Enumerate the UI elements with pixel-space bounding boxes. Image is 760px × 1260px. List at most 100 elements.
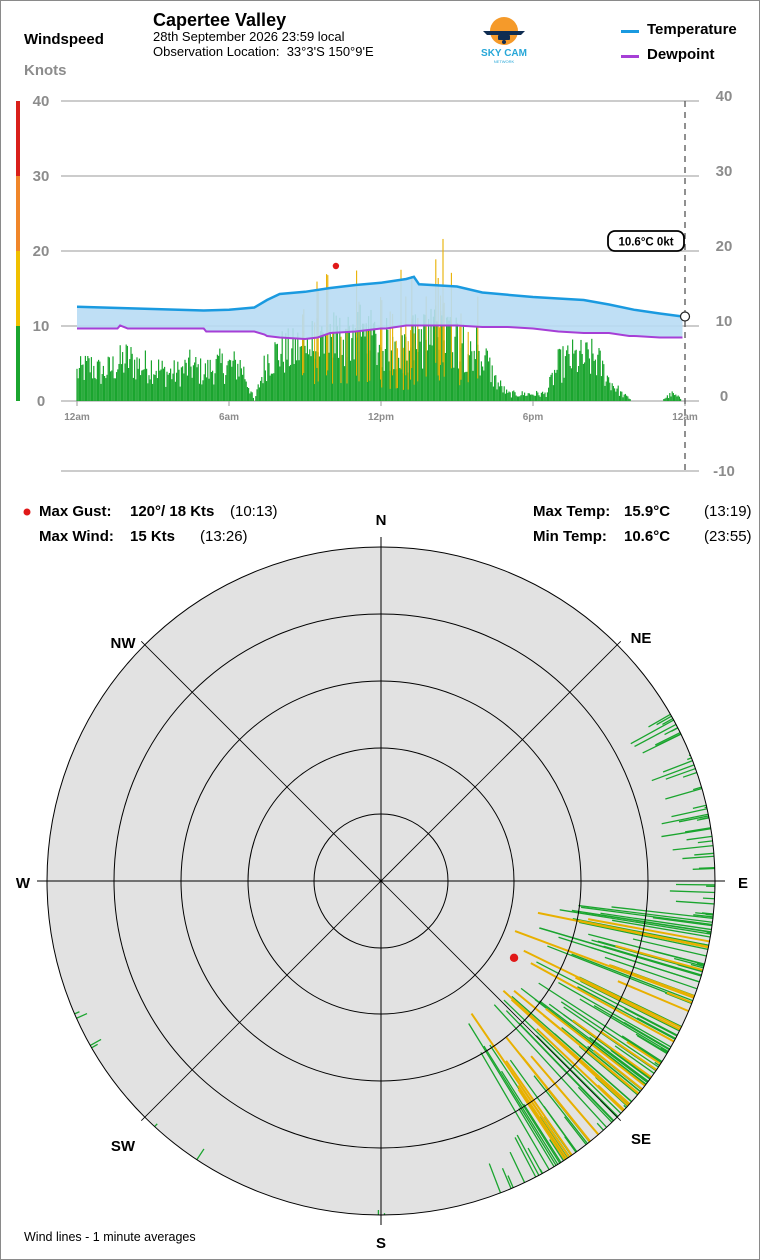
wind-line (517, 1088, 566, 1161)
wind-line (536, 961, 678, 1036)
max-gust-rose-point (509, 953, 519, 963)
wind-tick-label: 20 (33, 243, 50, 260)
scale-band (16, 101, 20, 176)
wind-line (593, 1004, 670, 1051)
wind-line (665, 767, 696, 780)
wind-line (686, 835, 713, 841)
wind-line (630, 719, 674, 745)
legend-dewpoint-label: Dewpoint (647, 46, 715, 63)
wind-line (536, 1028, 625, 1112)
wind-line (690, 963, 704, 969)
wind-line (615, 944, 704, 972)
current-readout-text: 10.6°C 0kt (618, 237, 673, 249)
wind-line (608, 964, 695, 998)
temp-tick-label: 30 (716, 163, 733, 180)
wind-line (675, 900, 715, 905)
wind-line (687, 757, 692, 761)
wind-line (535, 1035, 619, 1117)
wind-line (560, 1001, 659, 1068)
wind-line (578, 921, 709, 951)
logo-camera-lens (502, 40, 506, 44)
wind-line (699, 816, 710, 820)
wind-line (702, 943, 709, 946)
wind-line (575, 1038, 641, 1093)
wind-line (648, 713, 671, 728)
wind-line (509, 1151, 526, 1183)
wind-line (523, 949, 682, 1029)
wind-line (559, 909, 711, 935)
legend-dewpoint-swatch (621, 55, 639, 58)
wind-line (503, 999, 622, 1114)
wind-line (510, 1071, 571, 1158)
max-wind-value: 15 Kts (130, 528, 176, 545)
max-temp-time: (13:19) (704, 503, 752, 520)
wind-line (599, 1030, 658, 1071)
current-readout-box (607, 230, 685, 252)
compass-label-sw: SW (111, 1138, 136, 1155)
wind-line (564, 1116, 587, 1145)
wind-color-scale (16, 101, 20, 401)
legend-temperature-swatch (621, 30, 639, 33)
wind-line (692, 867, 715, 870)
wind-line (623, 1104, 627, 1109)
wind-line (518, 1108, 555, 1168)
wind-line (662, 760, 693, 773)
wind-line (669, 890, 715, 894)
wind-line (604, 956, 698, 990)
logo-subtext: NETWORK (494, 59, 515, 64)
wind-line (543, 1105, 578, 1152)
wind-line (483, 1045, 559, 1165)
wind-line (505, 1060, 573, 1156)
observation-datetime: 28th September 2026 23:59 local (153, 29, 345, 44)
wind-line (579, 998, 669, 1053)
station-title: Capertee Valley (153, 10, 287, 30)
wind-line (653, 950, 705, 966)
min-temp-value: 10.6°C (624, 528, 671, 545)
wind-tick-label: 10 (33, 318, 50, 335)
wind-tick-label: 30 (33, 168, 50, 185)
wind-line (578, 904, 713, 923)
wind-line (611, 906, 713, 920)
wind-line (493, 1004, 608, 1128)
wind-line (651, 764, 695, 782)
wind-line (480, 1052, 550, 1170)
spoke-diagonal (141, 641, 621, 1121)
wind-line (533, 1075, 588, 1144)
compass-label-s: S (376, 1235, 386, 1251)
wind-line (502, 990, 631, 1105)
wind-line (652, 917, 713, 927)
wind-line (564, 1136, 577, 1153)
sky-cam-logo: SKY CAM NETWORK (481, 17, 527, 64)
dewpoint-line (77, 324, 683, 341)
wind-line (634, 723, 677, 748)
compass-labels: N NE E SE S SW W NW (16, 512, 748, 1251)
wind-line (89, 1038, 102, 1047)
logo-plane-wing (483, 31, 525, 35)
wind-line (596, 1122, 604, 1131)
wind-line (696, 962, 705, 966)
wind-line (530, 1055, 600, 1136)
wind-line (513, 989, 640, 1095)
wind-rose-grid (37, 537, 725, 1225)
max-temp-value: 15.9°C (624, 503, 671, 520)
wind-line (578, 1045, 638, 1096)
wind-line (501, 1167, 512, 1189)
compass-label-e: E (738, 875, 748, 892)
wind-line (600, 912, 712, 931)
time-tick-label: 12am (64, 412, 90, 423)
footer-note: Wind lines - 1 minute averages (24, 1230, 196, 1244)
wind-line (537, 911, 709, 949)
scale-band (16, 326, 20, 401)
current-readout: 10.6°C 0kt (607, 230, 685, 252)
wind-line (74, 1011, 80, 1015)
wind-line (660, 1047, 669, 1053)
scale-band (16, 251, 20, 326)
wind-line (538, 982, 662, 1064)
current-temp-point (679, 311, 691, 322)
wind-line (654, 731, 681, 746)
wind-line (632, 938, 707, 957)
wind-line (614, 1045, 655, 1074)
wind-line (76, 1012, 88, 1019)
temp-tick-label: 0 (720, 388, 728, 405)
